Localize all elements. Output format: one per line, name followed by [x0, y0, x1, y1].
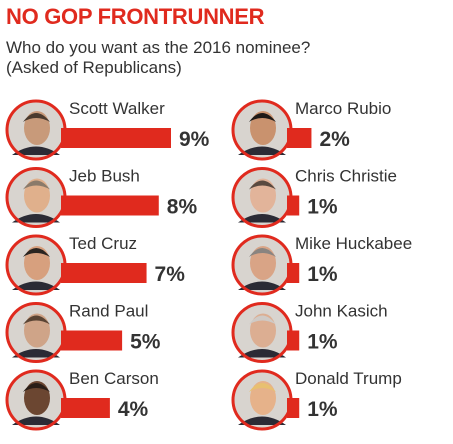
- portrait-hair: [23, 113, 50, 122]
- portrait-face: [24, 381, 50, 415]
- value-label-ted-cruz: 7%: [155, 263, 186, 286]
- portrait-face: [250, 246, 276, 280]
- portrait-ted-cruz-icon: [5, 234, 67, 296]
- portrait-face: [24, 246, 50, 280]
- candidate-name-label: Ben Carson: [69, 369, 159, 388]
- portrait-face: [250, 111, 276, 145]
- value-label-ben-carson: 4%: [118, 398, 149, 421]
- bar-donald-trump: [287, 398, 300, 418]
- portrait-suit: [238, 416, 286, 425]
- candidate-name-label: Marco Rubio: [295, 99, 391, 118]
- portrait-marco-rubio-icon: [231, 99, 293, 161]
- value-label-mike-huckabee: 1%: [307, 263, 338, 286]
- value-label-scott-walker: 9%: [179, 128, 210, 151]
- portrait-hair: [249, 248, 276, 257]
- chart-title: NO GOP FRONTRUNNER: [6, 4, 265, 29]
- portrait-suit: [238, 281, 286, 290]
- portrait-face: [250, 313, 276, 348]
- bar-ted-cruz: [61, 263, 147, 283]
- portrait-hair: [23, 383, 50, 392]
- portrait-face: [24, 178, 50, 213]
- portrait-face: [250, 178, 276, 213]
- portrait-suit: [12, 349, 60, 358]
- portrait-hair: [249, 383, 276, 392]
- portrait-suit: [12, 146, 60, 155]
- candidate-row-ben-carson: Ben Carson 4%: [5, 369, 159, 431]
- portrait-jeb-bush-icon: [5, 167, 67, 228]
- bar-chris-christie: [287, 195, 300, 216]
- candidate-name-label: John Kasich: [295, 302, 388, 321]
- bar-marco-rubio: [287, 128, 312, 148]
- candidate-row-donald-trump: Donald Trump 1%: [231, 369, 402, 431]
- bar-scott-walker: [61, 128, 171, 148]
- portrait-mike-huckabee-icon: [231, 234, 293, 296]
- value-label-donald-trump: 1%: [307, 398, 338, 421]
- candidate-row-marco-rubio: Marco Rubio 2%: [231, 99, 391, 161]
- candidate-row-scott-walker: Scott Walker 9%: [5, 99, 210, 161]
- portrait-face: [250, 381, 276, 415]
- candidate-row-chris-christie: Chris Christie 1%: [231, 167, 397, 228]
- candidate-row-john-kasich: John Kasich 1%: [231, 302, 388, 363]
- value-label-chris-christie: 1%: [307, 196, 338, 219]
- portrait-chris-christie-icon: [231, 167, 293, 228]
- subtitle-line-2: (Asked of Republicans): [6, 58, 182, 77]
- bar-rand-paul: [61, 330, 123, 351]
- chart-subtitle: Who do you want as the 2016 nominee? (As…: [6, 38, 310, 78]
- portrait-suit: [12, 214, 60, 223]
- portrait-john-kasich-icon: [231, 302, 293, 363]
- portrait-suit: [238, 214, 286, 223]
- candidate-name-label: Rand Paul: [69, 302, 148, 321]
- portrait-hair: [23, 248, 50, 257]
- candidate-name-label: Jeb Bush: [69, 167, 140, 186]
- portrait-hair: [249, 180, 276, 190]
- portrait-suit: [12, 281, 60, 290]
- value-label-john-kasich: 1%: [307, 331, 338, 354]
- portrait-hair: [249, 113, 276, 122]
- portrait-hair: [23, 315, 50, 325]
- portrait-scott-walker-icon: [5, 99, 67, 161]
- value-label-marco-rubio: 2%: [319, 128, 350, 151]
- value-label-jeb-bush: 8%: [167, 196, 198, 219]
- candidate-name-label: Donald Trump: [295, 369, 402, 388]
- portrait-face: [24, 111, 50, 145]
- candidate-name-label: Scott Walker: [69, 99, 165, 118]
- candidate-row-ted-cruz: Ted Cruz 7%: [5, 234, 186, 296]
- value-label-rand-paul: 5%: [130, 331, 161, 354]
- portrait-face: [24, 313, 50, 348]
- bar-john-kasich: [287, 330, 300, 351]
- portrait-suit: [12, 416, 60, 425]
- candidate-name-label: Mike Huckabee: [295, 234, 412, 253]
- candidate-row-mike-huckabee: Mike Huckabee 1%: [231, 234, 412, 296]
- portrait-hair: [23, 180, 50, 190]
- subtitle-line-1: Who do you want as the 2016 nominee?: [6, 38, 311, 57]
- portrait-ben-carson-icon: [5, 369, 67, 431]
- candidate-name-label: Ted Cruz: [69, 234, 137, 253]
- portrait-suit: [238, 349, 286, 358]
- bar-jeb-bush: [61, 195, 159, 216]
- portrait-rand-paul-icon: [5, 302, 67, 363]
- bar-mike-huckabee: [287, 263, 300, 283]
- bar-ben-carson: [61, 398, 110, 418]
- portrait-donald-trump-icon: [231, 369, 293, 431]
- portrait-hair: [249, 315, 276, 325]
- candidate-row-jeb-bush: Jeb Bush 8%: [5, 167, 198, 228]
- portrait-suit: [238, 146, 286, 155]
- candidate-name-label: Chris Christie: [295, 167, 397, 186]
- candidate-row-rand-paul: Rand Paul 5%: [5, 302, 161, 363]
